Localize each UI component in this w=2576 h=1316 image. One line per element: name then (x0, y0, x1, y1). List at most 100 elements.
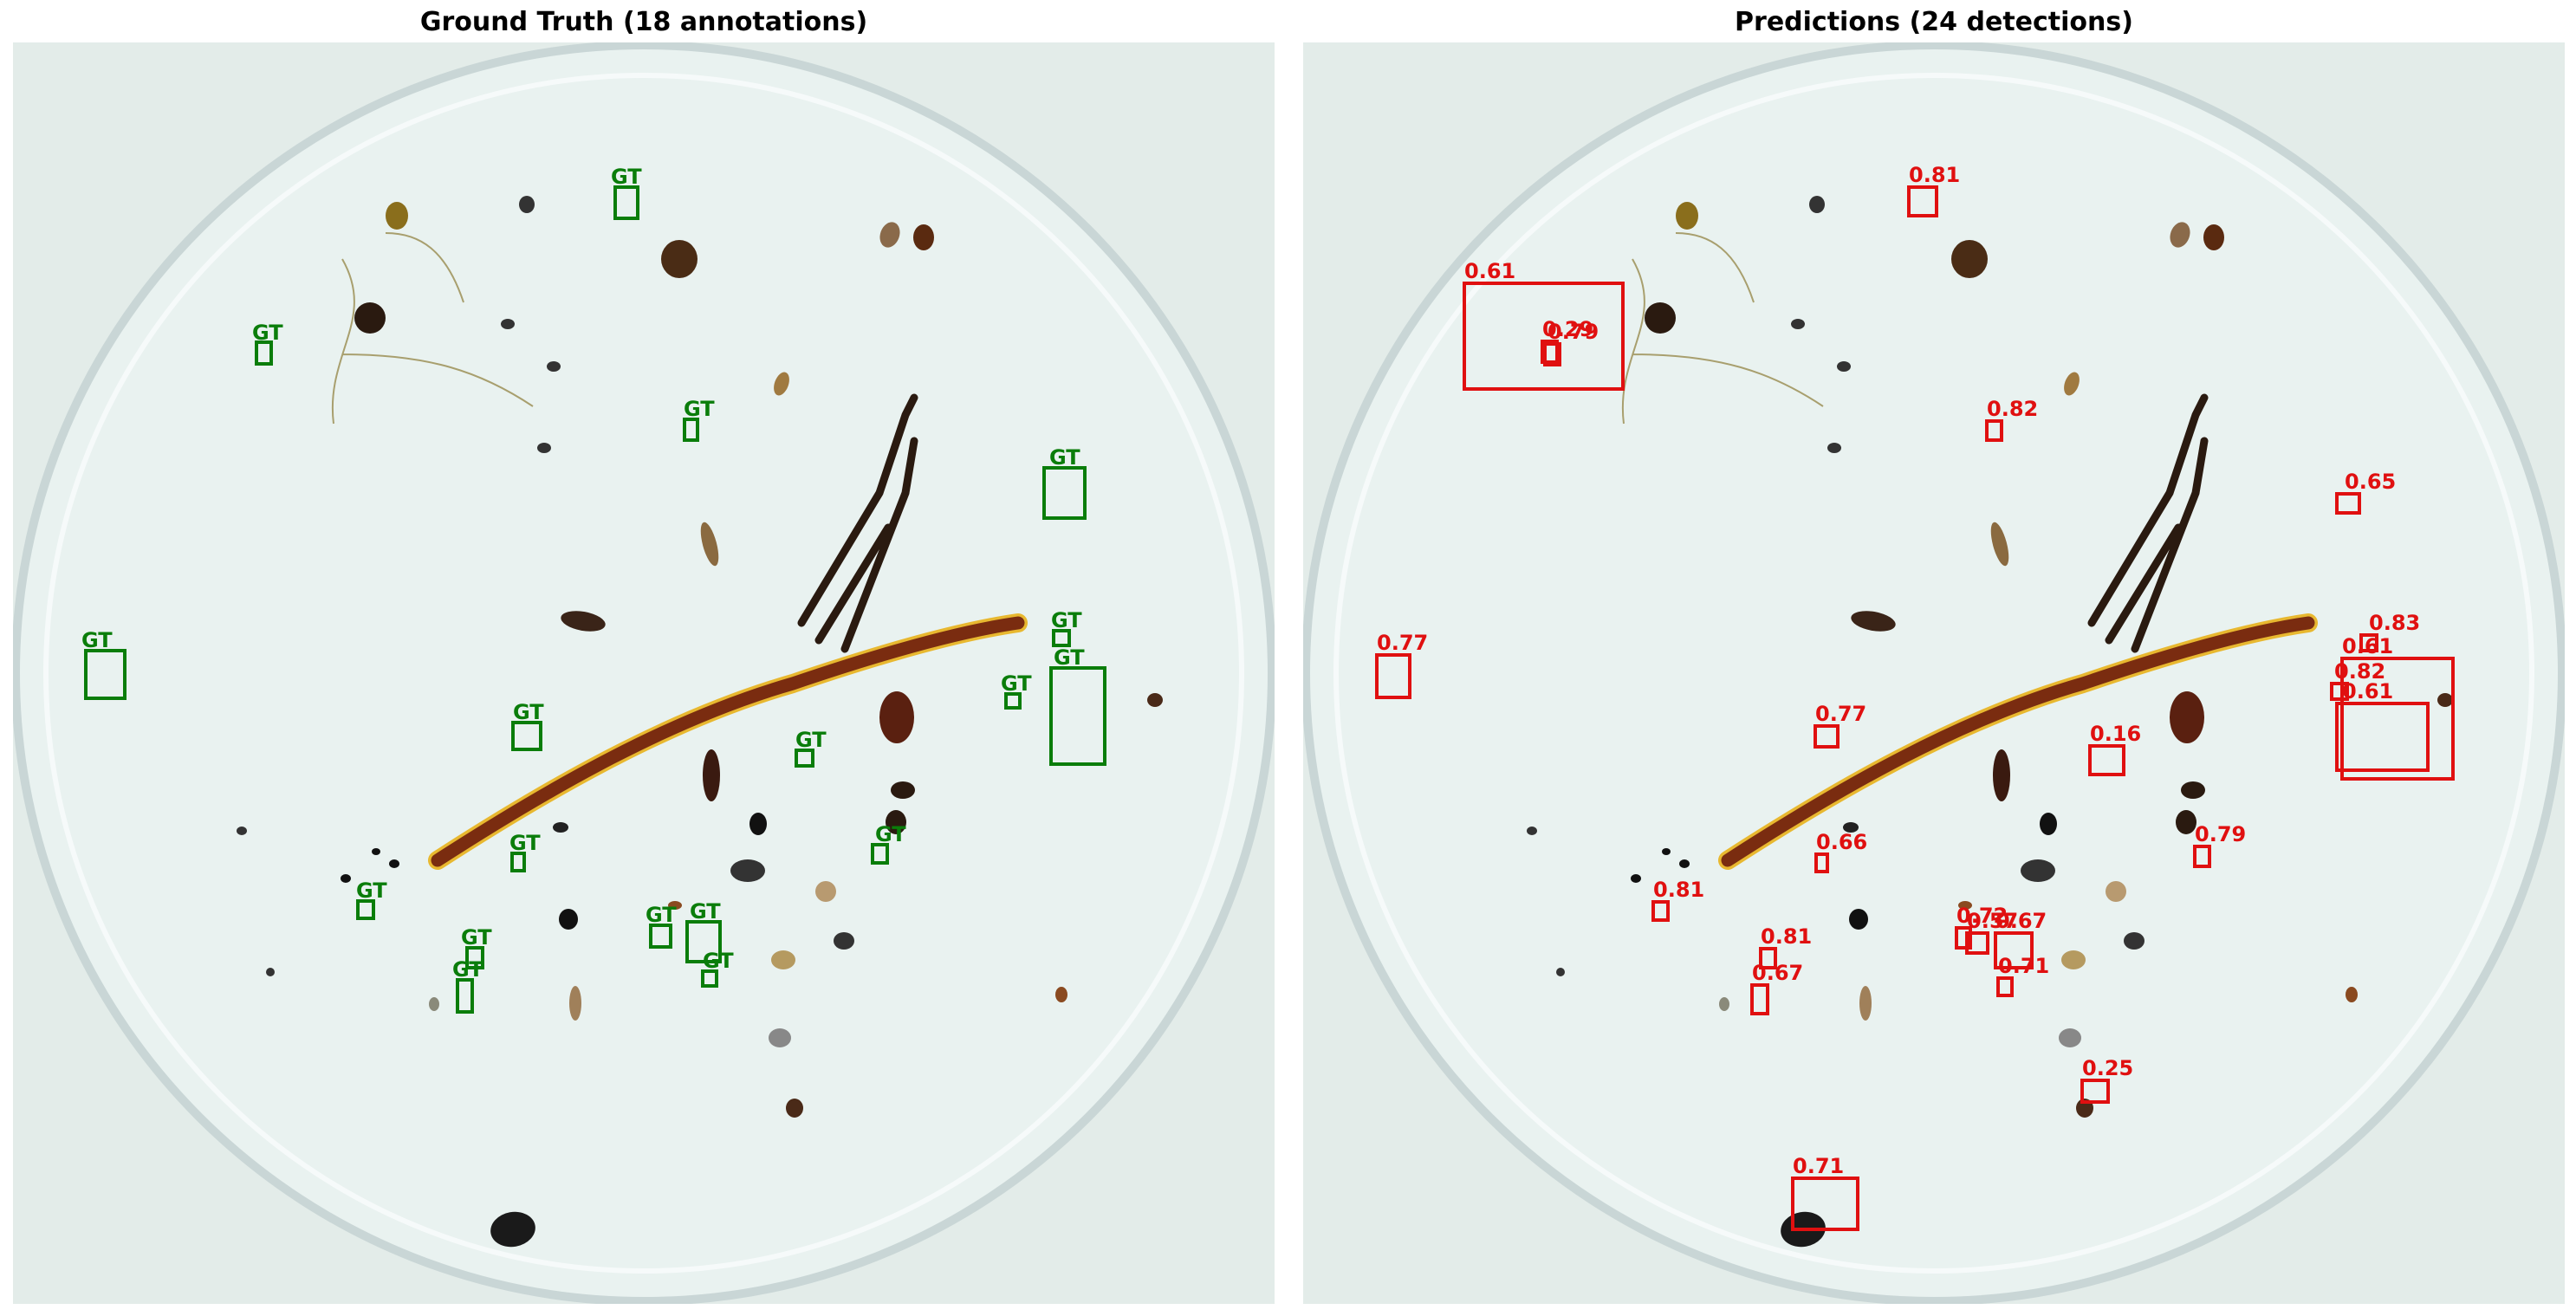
left-panel-title: Ground Truth (18 annotations) (419, 7, 868, 37)
prediction-bounding-box (2359, 633, 2378, 652)
specimen (519, 196, 535, 213)
prediction-bounding-box (1791, 1177, 1859, 1231)
prediction-bounding-box (2088, 744, 2125, 776)
gt-bounding-box (649, 924, 672, 949)
petri-dish-inner-rim (43, 73, 1244, 1274)
specimen (769, 1028, 791, 1047)
prediction-bounding-box (1955, 926, 1972, 950)
prediction-score-label: 0.67 (1995, 909, 2047, 933)
ground-truth-box: GT (511, 700, 544, 751)
specimen (429, 997, 439, 1011)
gt-box-label: GT (461, 925, 492, 950)
prediction-box: 0.61 (2335, 679, 2430, 772)
specimen (1676, 202, 1698, 230)
prediction-box: 0.72 (1955, 904, 2008, 950)
gt-bounding-box (683, 418, 699, 442)
prediction-box: 0.25 (2080, 1056, 2133, 1104)
specimen (1951, 240, 1988, 278)
prediction-box: 0.61 (1463, 259, 1625, 391)
gt-box-label: GT (611, 165, 642, 189)
specimen (561, 611, 606, 632)
prediction-box: 0.83 (2359, 611, 2420, 652)
gt-box-label: GT (703, 949, 734, 973)
specimen (1990, 522, 2009, 567)
twig-debris (797, 393, 918, 653)
gt-box-label: GT (252, 321, 283, 345)
specimen (1851, 611, 1896, 632)
specimen (2061, 950, 2086, 969)
specimen (2203, 224, 2224, 250)
specimen (879, 222, 900, 248)
ground-truth-box: GT (461, 925, 492, 969)
ground-truth-box: GT (452, 957, 483, 1014)
prediction-score-label: 0.81 (1653, 878, 1704, 902)
specimen (501, 319, 515, 329)
gt-box-label: GT (690, 899, 721, 924)
prediction-bounding-box (1543, 342, 1561, 366)
specimen (2437, 693, 2453, 707)
prediction-box: 0.61 (2340, 634, 2455, 781)
petri-dish (1303, 42, 2565, 1304)
ground-truth-box: GT (1001, 671, 1032, 710)
gt-bounding-box (1049, 666, 1106, 766)
twig-debris (2087, 393, 2209, 653)
gt-box-label: GT (513, 700, 544, 724)
specimen (1849, 909, 1868, 930)
prediction-bounding-box (1375, 653, 1411, 699)
gt-box-label: GT (509, 831, 541, 855)
prediction-bounding-box (1541, 340, 1559, 364)
specimen (1719, 997, 1729, 1011)
prediction-score-label: 0.16 (2090, 722, 2141, 746)
prediction-score-label: 0.81 (1761, 924, 1812, 949)
gt-bounding-box (1042, 466, 1087, 520)
prediction-box: 0.81 (1651, 878, 1704, 922)
gt-bounding-box (84, 649, 127, 700)
ground-truth-image: GT GT GT GT GT GT GT GT GT GT GT GT GT GT GT GT GT GT (13, 42, 1275, 1304)
prediction-score-label: 0.65 (2345, 470, 2396, 494)
gt-box-label: GT (81, 628, 113, 652)
specimen (266, 968, 275, 976)
gt-box-label: GT (1049, 445, 1080, 470)
specimen (2106, 881, 2126, 902)
prediction-bounding-box (2080, 1079, 2110, 1104)
prediction-box: 0.82 (1985, 397, 2038, 442)
gt-bounding-box (510, 852, 526, 872)
ground-truth-box: GT (252, 321, 283, 366)
specimen (891, 781, 915, 799)
specimen (2181, 781, 2205, 799)
specimen (2040, 813, 2057, 835)
prediction-box: 0.57 (1965, 909, 2018, 955)
gt-bounding-box (871, 843, 889, 865)
prediction-box: 0.16 (2088, 722, 2141, 776)
prediction-score-label: 0.79 (1548, 320, 1599, 344)
ground-truth-box: GT (356, 878, 387, 920)
specimen (237, 827, 247, 835)
specimen (1837, 361, 1851, 372)
specimen (2059, 1028, 2081, 1047)
specimen (703, 749, 720, 801)
prediction-box: 0.81 (1907, 163, 1960, 217)
prediction-bounding-box (2330, 682, 2349, 701)
specimen (559, 909, 578, 930)
fiber-strand (331, 232, 534, 425)
prediction-score-label: 0.82 (1987, 397, 2038, 421)
specimen (569, 986, 581, 1021)
specimen (1791, 319, 1805, 329)
gt-bounding-box (465, 946, 484, 969)
specimen (2346, 987, 2358, 1002)
specimen (1631, 874, 1641, 883)
ground-truth-box: GT (871, 822, 906, 865)
prediction-bounding-box (2335, 702, 2430, 772)
worm-specimen (431, 616, 1025, 867)
specimen (490, 1211, 535, 1248)
specimen (749, 813, 767, 835)
prediction-score-label: 0.67 (1752, 961, 1803, 985)
specimen (1556, 968, 1565, 976)
prediction-score-label: 0.57 (1967, 909, 2018, 933)
specimen (341, 874, 351, 883)
prediction-box: 0.71 (1791, 1154, 1859, 1231)
specimen (1809, 196, 1825, 213)
ground-truth-box: GT (1051, 608, 1082, 647)
ground-truth-box: GT (683, 397, 715, 442)
gt-bounding-box (511, 721, 542, 751)
